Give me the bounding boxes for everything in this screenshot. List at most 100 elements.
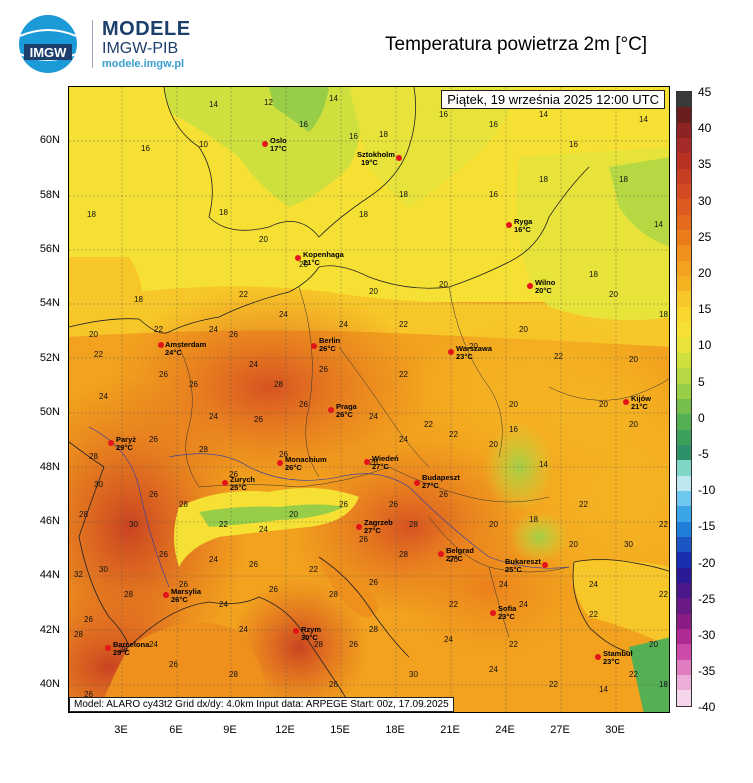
transylvania-cool [509, 512, 569, 562]
graticule [69, 87, 669, 712]
country-borders [178, 286, 669, 638]
svg-text:20: 20 [519, 325, 528, 334]
colorbar-tick-label: 45 [698, 85, 712, 99]
svg-text:12: 12 [264, 98, 273, 107]
colorbar-cell [677, 659, 691, 676]
svg-text:20: 20 [369, 287, 378, 296]
svg-text:16: 16 [569, 140, 578, 149]
colorbar-tick-label: 10 [698, 338, 712, 353]
svg-text:22: 22 [309, 565, 318, 574]
svg-text:24: 24 [239, 625, 248, 634]
forecast-datetime: Piątek, 19 września 2025 12:00 UTC [441, 90, 665, 109]
lat-label: 58N [39, 189, 60, 201]
city-temp: 27°C [446, 554, 463, 563]
map-canvas: 10 12 14 16 16 14 16 18 16 16 14 16 14 18 14 18 18 18… [69, 87, 669, 712]
svg-text:10: 10 [199, 140, 208, 149]
colorbar-cell [677, 506, 691, 522]
city-temp: 30°C [301, 633, 318, 642]
svg-text:20: 20 [599, 400, 608, 409]
colorbar-tick-label: 20 [698, 266, 712, 280]
svg-text:14: 14 [209, 100, 218, 109]
colorbar-cell [677, 598, 691, 614]
colorbar-cell [677, 230, 691, 246]
lat-label: 52N [39, 352, 60, 364]
svg-text:22: 22 [154, 325, 163, 334]
svg-text:20: 20 [299, 260, 308, 269]
svg-text:14: 14 [539, 460, 548, 469]
svg-text:16: 16 [489, 190, 498, 199]
lon-label: 12E [275, 724, 295, 736]
svg-text:26: 26 [169, 660, 178, 669]
temperature-colorbar [676, 91, 692, 707]
city-temp: 26°C [319, 344, 336, 353]
city-temp: 26°C [336, 410, 353, 419]
city-name: Bukareszt [505, 557, 541, 566]
city-name: Oslo [270, 136, 287, 145]
svg-text:22: 22 [554, 352, 563, 361]
svg-text:24: 24 [249, 360, 258, 369]
svg-text:20: 20 [509, 400, 518, 409]
city-name: Zagrzeb [364, 518, 393, 527]
city-temp: 29°C [113, 648, 130, 657]
lon-label: 6E [169, 724, 183, 736]
brand-url[interactable]: modele.imgw.pl [102, 58, 185, 70]
city-name: Kopenhaga [303, 250, 345, 259]
estonia-cool [609, 157, 669, 247]
colorbar-cell [677, 92, 691, 108]
svg-text:26: 26 [84, 690, 93, 699]
svg-text:28: 28 [229, 670, 238, 679]
colorbar-cell [677, 138, 691, 154]
city-temp: 23°C [498, 612, 515, 621]
svg-text:26: 26 [329, 680, 338, 689]
svg-text:26: 26 [229, 470, 238, 479]
svg-text:16: 16 [439, 110, 448, 119]
svg-text:18: 18 [359, 210, 368, 219]
svg-text:24: 24 [444, 635, 453, 644]
logo-text: IMGW [30, 45, 68, 60]
svg-text:26: 26 [249, 560, 258, 569]
svg-text:24: 24 [499, 580, 508, 589]
svg-text:22: 22 [579, 500, 588, 509]
city-temp: 27°C [364, 526, 381, 535]
colorbar-tick-label: -5 [698, 447, 709, 461]
svg-text:18: 18 [659, 310, 668, 319]
svg-text:26: 26 [439, 490, 448, 499]
city-temp: 23°C [603, 657, 620, 666]
svg-text:30: 30 [94, 480, 103, 489]
svg-text:20: 20 [469, 342, 478, 351]
lon-label: 9E [223, 724, 237, 736]
city-name: Paryż [116, 435, 136, 444]
colorbar-tick-label: 35 [698, 157, 712, 172]
colorbar-cell [677, 629, 691, 645]
city-temp: 29°C [116, 443, 133, 452]
colorbar-tick-label: 25 [698, 229, 712, 244]
colorbar-cell [677, 583, 691, 599]
svg-text:22: 22 [449, 600, 458, 609]
svg-text:14: 14 [539, 110, 548, 119]
lat-label: 46N [39, 515, 60, 527]
colorbar-cell [677, 214, 691, 231]
svg-text:26: 26 [299, 400, 308, 409]
svg-text:20: 20 [609, 290, 618, 299]
svg-text:28: 28 [329, 590, 338, 599]
lat-label: 40N [39, 678, 60, 690]
lat-label: 48N [39, 461, 60, 473]
svg-text:22: 22 [589, 610, 598, 619]
city-name: Warszawa [456, 344, 493, 353]
germany-hot [109, 287, 429, 487]
svg-text:20: 20 [649, 640, 658, 649]
svg-text:28: 28 [119, 645, 128, 654]
svg-text:22: 22 [659, 590, 668, 599]
svg-text:26: 26 [319, 365, 328, 374]
city-name: Budapeszt [422, 473, 460, 482]
